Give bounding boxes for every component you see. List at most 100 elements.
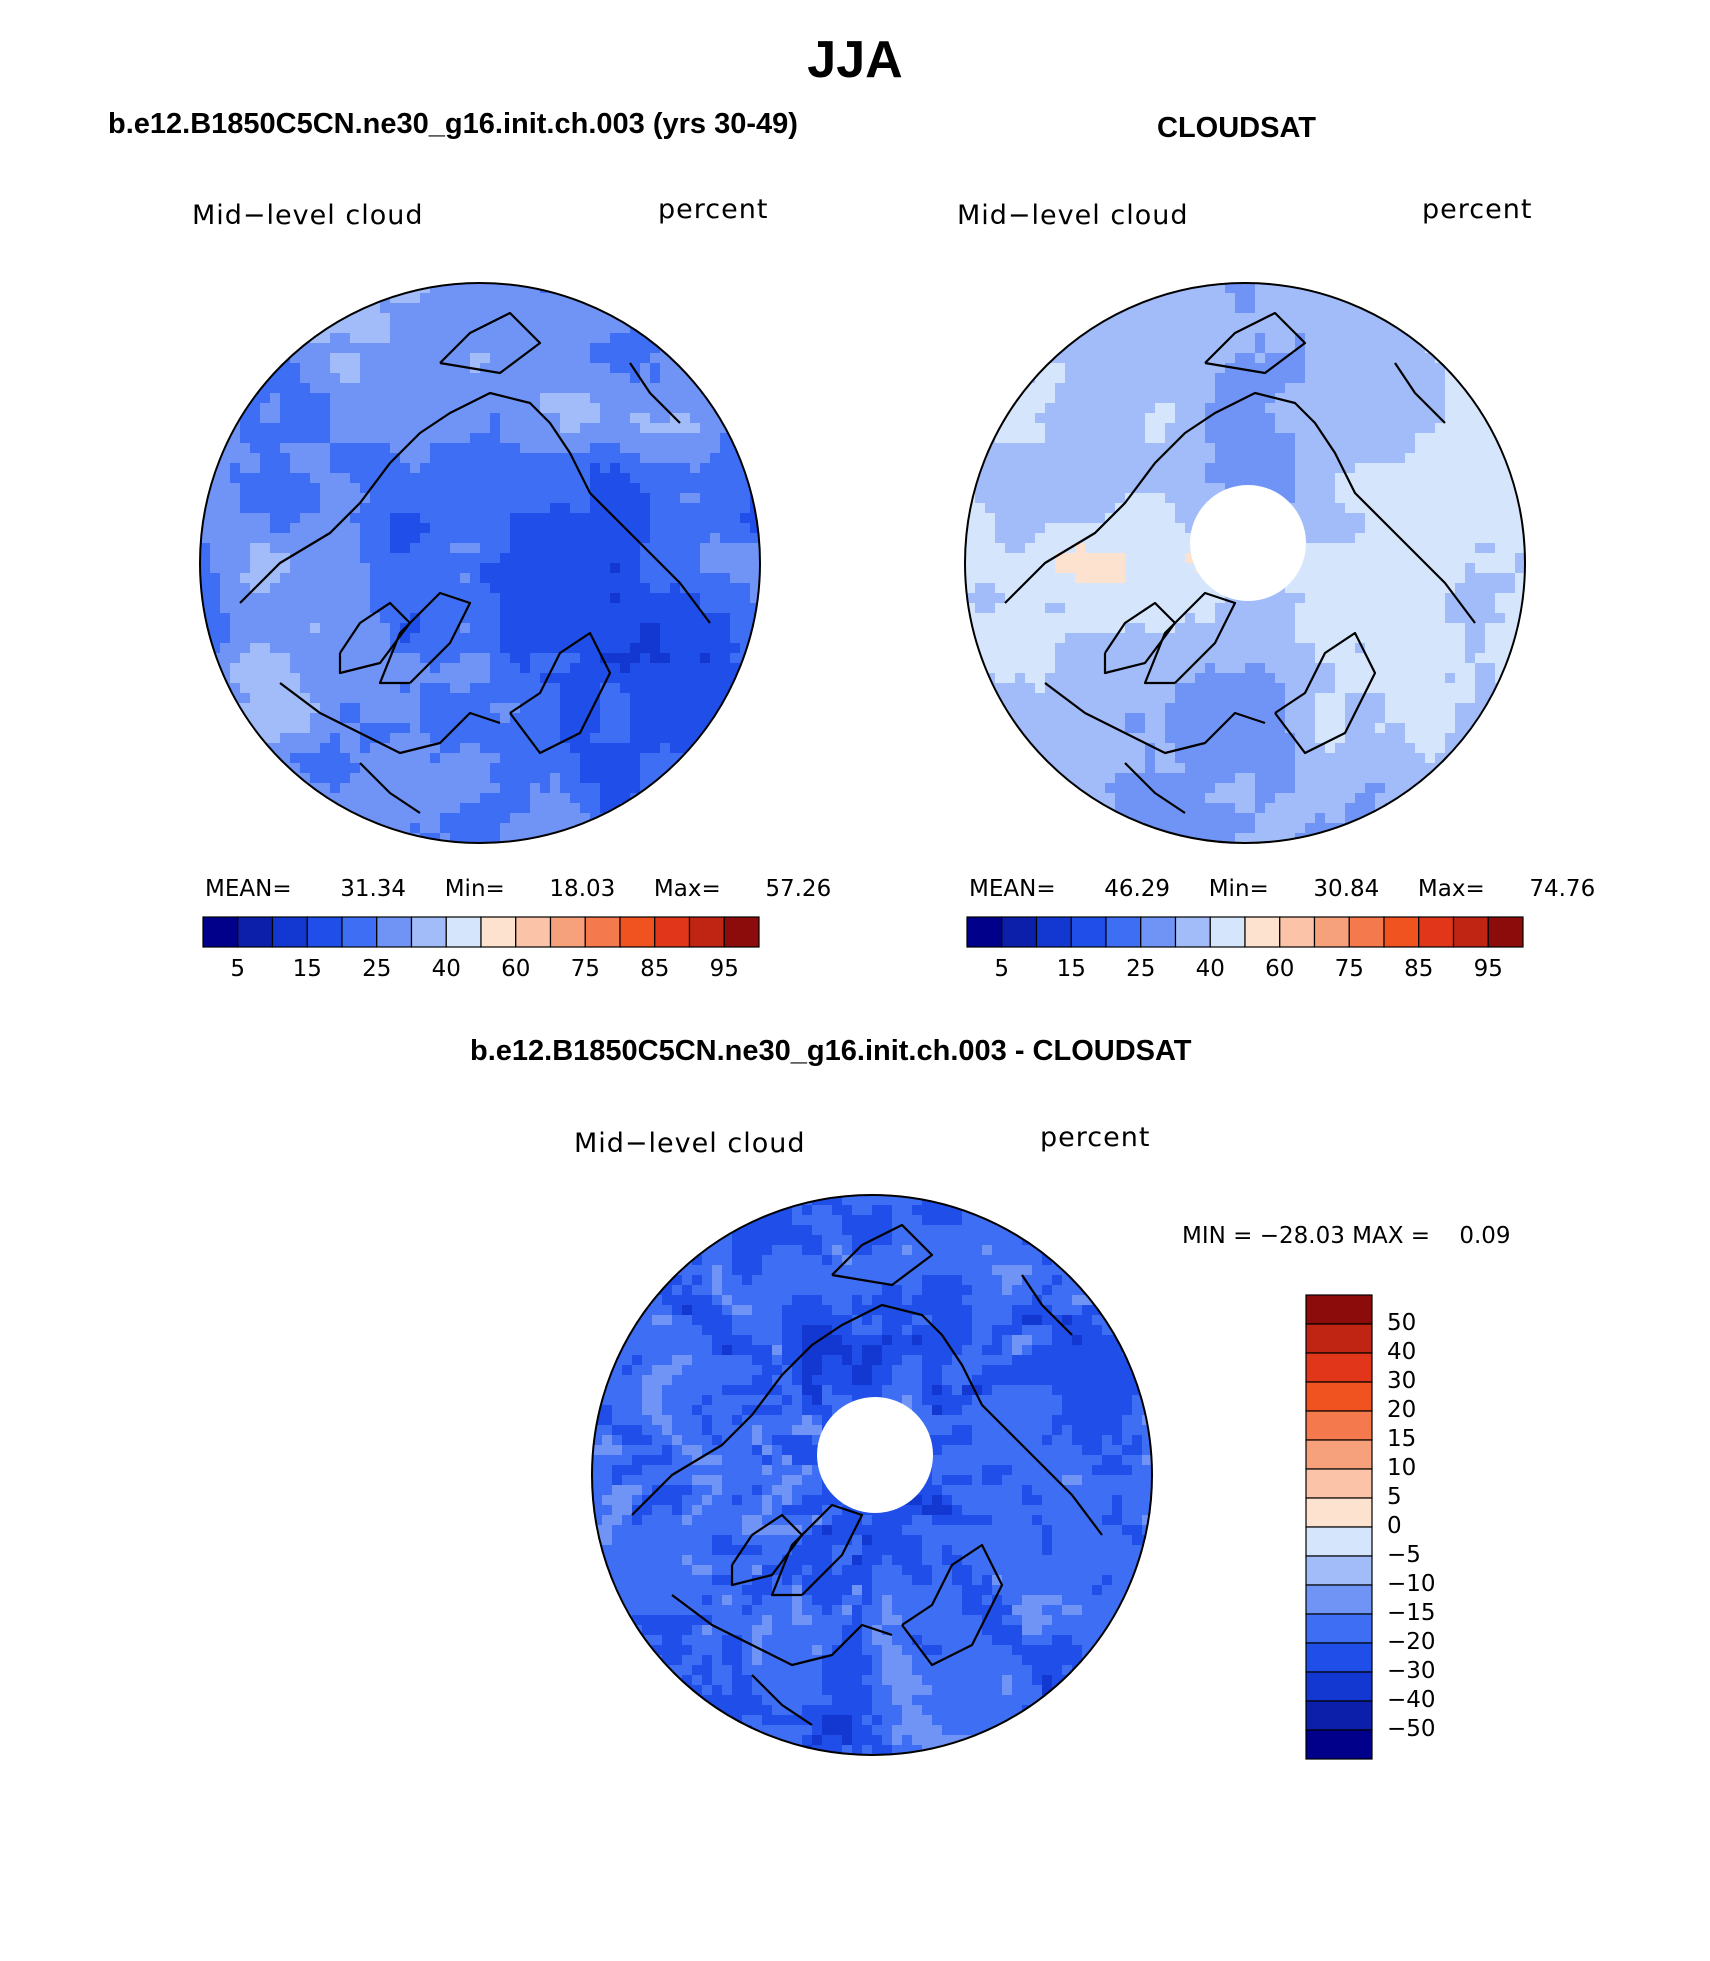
colorbar-tick-label: 10	[1387, 1455, 1417, 1481]
figure-title: JJA	[807, 31, 903, 89]
colorbar-tick-label: 25	[362, 956, 392, 982]
colorbar-swatch	[584, 916, 621, 948]
colorbar-swatch	[1487, 916, 1524, 948]
colorbar-swatch	[723, 916, 760, 948]
colorbar-swatch	[1070, 916, 1107, 948]
colorbar-tick-label: 60	[1265, 956, 1295, 982]
stats-max-value: 74.76	[1529, 876, 1596, 902]
colorbar-model-ticks: 5 15 25 40 60 75 85 95	[203, 956, 759, 986]
stats-mean-label: MEAN=	[969, 876, 1056, 902]
colorbar-tick-label: 50	[1387, 1310, 1417, 1336]
panel-obs-stats: MEAN= 46.29 Min= 30.84 Max= 74.76	[969, 876, 1595, 902]
stats-min-label: Min=	[1208, 876, 1269, 902]
colorbar-tick-label: −40	[1387, 1687, 1436, 1713]
colorbar-swatch	[1305, 1323, 1373, 1354]
colorbar-swatch	[271, 916, 308, 948]
colorbar-swatch	[549, 916, 586, 948]
colorbar-tick-label: 40	[431, 956, 461, 982]
colorbar-swatch	[237, 916, 274, 948]
panel-model-variable: Mid−level cloud	[192, 200, 424, 231]
panel-model-title: b.e12.B1850C5CN.ne30_g16.init.ch.003 (yr…	[108, 108, 798, 140]
colorbar-swatch	[1418, 916, 1455, 948]
colorbar-tick-label: 5	[1387, 1484, 1402, 1510]
colorbar-tick-label: 75	[1334, 956, 1364, 982]
colorbar-swatch	[1305, 1700, 1373, 1731]
colorbar-tick-label: 5	[994, 956, 1010, 982]
map-difference	[591, 1194, 1153, 1756]
colorbar-swatch	[1305, 1671, 1373, 1702]
panel-obs-units: percent	[1422, 194, 1533, 225]
colorbar-difference-ticks: 50 40 30 20 15 10 5 0 −5 −10 −15 −20 −30 −40 −50	[1387, 1295, 1497, 1759]
colorbar-swatch	[515, 916, 552, 948]
colorbar-swatch	[1305, 1555, 1373, 1586]
colorbar-swatch	[306, 916, 343, 948]
stats-min-value: 30.84	[1313, 876, 1380, 902]
colorbar-swatch	[1305, 1584, 1373, 1615]
stats-mean-value: 46.29	[1104, 876, 1171, 902]
colorbar-swatch	[1305, 1410, 1373, 1441]
colorbar-swatch	[341, 916, 378, 948]
stats-mean-value: 31.34	[340, 876, 407, 902]
colorbar-swatch	[654, 916, 691, 948]
colorbar-swatch	[1348, 916, 1385, 948]
colorbar-swatch	[1001, 916, 1038, 948]
colorbar-swatch	[619, 916, 656, 948]
colorbar-swatch	[1209, 916, 1246, 948]
colorbar-tick-label: −30	[1387, 1658, 1436, 1684]
colorbar-swatch	[1105, 916, 1142, 948]
colorbar-tick-label: 95	[709, 956, 739, 982]
colorbar-swatch	[1279, 916, 1316, 948]
panel-obs-variable: Mid−level cloud	[957, 200, 1189, 231]
colorbar-tick-label: 85	[1404, 956, 1434, 982]
colorbar-tick-label: 0	[1387, 1513, 1402, 1539]
colorbar-swatch	[1305, 1439, 1373, 1470]
panel-model-units: percent	[658, 194, 769, 225]
colorbar-swatch	[376, 916, 413, 948]
colorbar-swatch	[202, 916, 239, 948]
colorbar-tick-label: −10	[1387, 1571, 1436, 1597]
colorbar-obs	[966, 916, 1524, 948]
panel-diff-variable: Mid−level cloud	[574, 1128, 806, 1159]
colorbar-tick-label: 5	[230, 956, 246, 982]
colorbar-tick-label: −5	[1387, 1542, 1421, 1568]
colorbar-swatch	[1305, 1468, 1373, 1499]
colorbar-tick-label: 15	[1056, 956, 1086, 982]
map-obs	[964, 282, 1526, 844]
colorbar-swatch	[1305, 1642, 1373, 1673]
colorbar-swatch	[1452, 916, 1489, 948]
panel-obs-title: CLOUDSAT	[1157, 112, 1316, 144]
stats-min-value: 18.03	[549, 876, 616, 902]
stats-max-value: 57.26	[765, 876, 832, 902]
panel-diff-units: percent	[1040, 1122, 1151, 1153]
colorbar-tick-label: 75	[570, 956, 600, 982]
colorbar-tick-label: 60	[501, 956, 531, 982]
colorbar-swatch	[480, 916, 517, 948]
colorbar-tick-label: −50	[1387, 1716, 1436, 1742]
panel-model-stats: MEAN= 31.34 Min= 18.03 Max= 57.26	[205, 876, 831, 902]
colorbar-tick-label: 20	[1387, 1397, 1417, 1423]
colorbar-swatch	[1035, 916, 1072, 948]
map-model	[199, 282, 761, 844]
stats-mean-label: MEAN=	[205, 876, 292, 902]
colorbar-difference	[1305, 1294, 1373, 1760]
colorbar-swatch	[966, 916, 1003, 948]
panel-diff-title: b.e12.B1850C5CN.ne30_g16.init.ch.003 - C…	[470, 1035, 1192, 1067]
stats-min-label: Min=	[444, 876, 505, 902]
colorbar-tick-label: 40	[1387, 1339, 1417, 1365]
colorbar-swatch	[1305, 1294, 1373, 1325]
colorbar-swatch	[1305, 1352, 1373, 1383]
colorbar-swatch	[445, 916, 482, 948]
colorbar-swatch	[410, 916, 447, 948]
colorbar-tick-label: 15	[1387, 1426, 1417, 1452]
colorbar-swatch	[1305, 1613, 1373, 1644]
colorbar-tick-label: 85	[640, 956, 670, 982]
colorbar-tick-label: 25	[1126, 956, 1156, 982]
colorbar-swatch	[1313, 916, 1350, 948]
colorbar-swatch	[1140, 916, 1177, 948]
colorbar-swatch	[1244, 916, 1281, 948]
colorbar-tick-label: −20	[1387, 1629, 1436, 1655]
colorbar-swatch	[688, 916, 725, 948]
colorbar-swatch	[1305, 1381, 1373, 1412]
colorbar-tick-label: −15	[1387, 1600, 1436, 1626]
stats-max-label: Max=	[1417, 876, 1485, 902]
